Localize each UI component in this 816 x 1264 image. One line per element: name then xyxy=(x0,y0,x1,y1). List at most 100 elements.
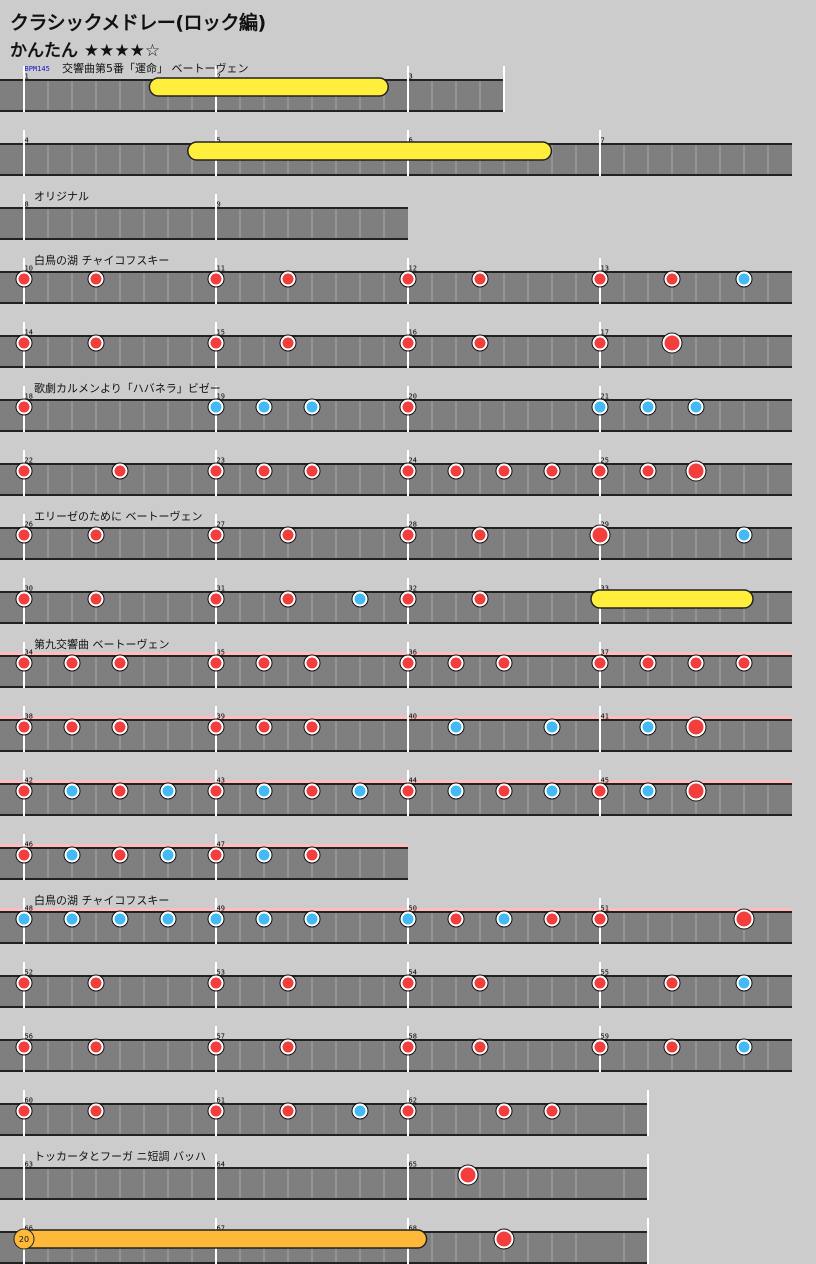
beat-gridline xyxy=(311,337,313,366)
beat-gridline xyxy=(527,977,529,1006)
beat-gridline xyxy=(479,657,481,686)
beat-gridline xyxy=(527,1041,529,1070)
beat-gridline xyxy=(431,81,433,110)
barline xyxy=(647,1218,649,1264)
beat-gridline xyxy=(719,1041,721,1070)
note-lane xyxy=(0,657,792,686)
beat-gridline xyxy=(167,401,169,430)
don-note-icon xyxy=(18,465,30,477)
beat-gridline xyxy=(263,273,265,302)
don-note-icon xyxy=(642,465,654,477)
beat-gridline xyxy=(167,1105,169,1134)
beat-gridline xyxy=(527,657,529,686)
beat-gridline xyxy=(95,401,97,430)
lane-border-bottom xyxy=(0,814,792,816)
beat-gridline xyxy=(47,465,49,494)
lane-border-top xyxy=(0,271,792,273)
don-note-icon xyxy=(474,337,486,349)
beat-gridline xyxy=(95,209,97,238)
beat-gridline xyxy=(143,657,145,686)
beat-gridline xyxy=(119,401,121,430)
ka-note-icon xyxy=(594,401,606,413)
note-lane xyxy=(0,337,792,366)
section-label: 交響曲第5番「運命」 ベートーヴェン xyxy=(62,61,249,75)
bar-number: 65 xyxy=(409,1161,417,1169)
don-note-icon xyxy=(474,1041,486,1053)
beat-gridline xyxy=(167,1169,169,1198)
lane-border-bottom xyxy=(0,110,504,112)
don-note-icon xyxy=(474,273,486,285)
beat-gridline xyxy=(239,529,241,558)
don-note-icon xyxy=(282,593,294,605)
bar-number: 14 xyxy=(25,329,33,337)
don-note-icon xyxy=(210,273,222,285)
beat-gridline xyxy=(335,593,337,622)
don-note-icon xyxy=(594,657,606,669)
ka-note-icon xyxy=(258,913,270,925)
beat-gridline xyxy=(479,1169,481,1198)
beat-gridline xyxy=(431,785,433,814)
beat-gridline xyxy=(263,977,265,1006)
ka-note-icon xyxy=(738,977,750,989)
beat-gridline xyxy=(47,977,49,1006)
beat-gridline xyxy=(143,81,145,110)
beat-gridline xyxy=(527,913,529,942)
barline xyxy=(503,66,505,112)
beat-gridline xyxy=(167,273,169,302)
bar-number: 68 xyxy=(409,1225,417,1233)
note-lane xyxy=(0,977,792,1006)
beat-gridline xyxy=(527,1169,529,1198)
ka-note-icon xyxy=(66,913,78,925)
barline xyxy=(23,66,25,112)
beat-gridline xyxy=(455,401,457,430)
beat-gridline xyxy=(503,401,505,430)
beat-gridline xyxy=(263,1041,265,1070)
bar-number: 2 xyxy=(217,73,221,81)
bar-number: 62 xyxy=(409,1097,417,1105)
don-note-icon xyxy=(664,335,680,351)
beat-gridline xyxy=(263,1105,265,1134)
beat-gridline xyxy=(383,273,385,302)
beat-gridline xyxy=(71,593,73,622)
beat-gridline xyxy=(71,209,73,238)
don-note-icon xyxy=(90,273,102,285)
beat-gridline xyxy=(527,721,529,750)
beat-gridline xyxy=(335,465,337,494)
beat-gridline xyxy=(551,337,553,366)
don-note-icon xyxy=(18,529,30,541)
beat-gridline xyxy=(479,81,481,110)
bar-number: 59 xyxy=(601,1033,609,1041)
beat-gridline xyxy=(335,1041,337,1070)
beat-gridline xyxy=(239,785,241,814)
don-note-icon xyxy=(282,337,294,349)
beat-gridline xyxy=(287,209,289,238)
beat-gridline xyxy=(743,465,745,494)
beat-gridline xyxy=(287,465,289,494)
beat-gridline xyxy=(455,1233,457,1262)
lane-border-bottom xyxy=(0,174,792,176)
beat-gridline xyxy=(575,913,577,942)
beat-gridline xyxy=(239,273,241,302)
don-note-icon xyxy=(474,593,486,605)
bar-number: 56 xyxy=(25,1033,33,1041)
lane-border-bottom xyxy=(0,494,792,496)
beat-gridline xyxy=(239,721,241,750)
drumroll-bar xyxy=(14,1229,428,1249)
don-note-icon xyxy=(114,465,126,477)
lane-border-bottom xyxy=(0,750,792,752)
beat-gridline xyxy=(143,593,145,622)
beat-gridline xyxy=(47,913,49,942)
beat-gridline xyxy=(167,145,169,174)
beat-gridline xyxy=(143,721,145,750)
beat-gridline xyxy=(119,593,121,622)
don-note-icon xyxy=(210,1041,222,1053)
barline xyxy=(647,1090,649,1136)
don-note-icon xyxy=(546,913,558,925)
bar-number: 19 xyxy=(217,393,225,401)
beat-gridline xyxy=(47,273,49,302)
beat-gridline xyxy=(623,1105,625,1134)
beat-gridline xyxy=(383,849,385,878)
beat-gridline xyxy=(119,529,121,558)
ka-note-icon xyxy=(162,849,174,861)
beat-gridline xyxy=(767,145,769,174)
